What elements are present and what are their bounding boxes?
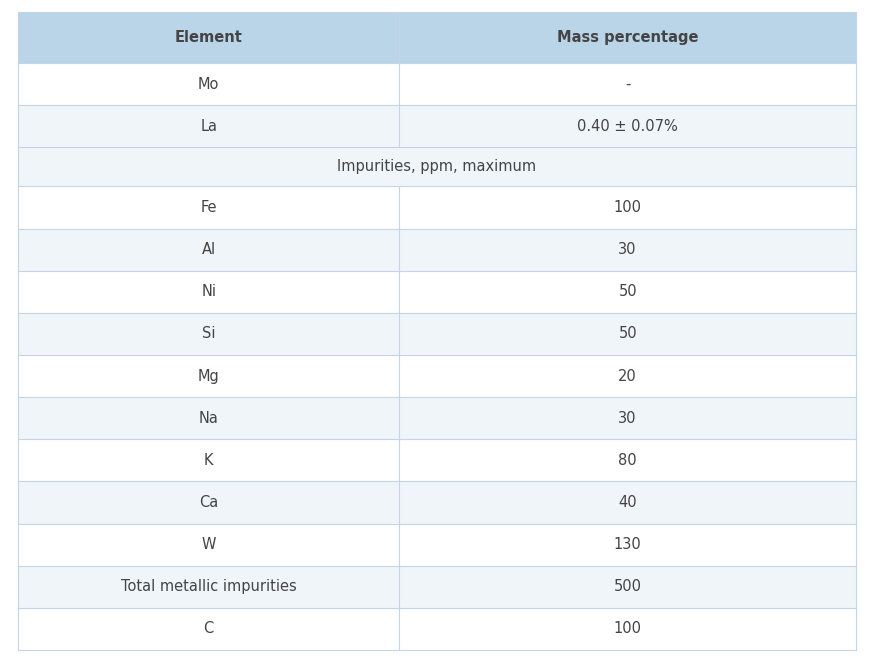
Bar (18, 524, 856, 566)
Text: Ca: Ca (199, 495, 218, 510)
Text: K: K (204, 453, 213, 468)
Text: Mo: Mo (198, 77, 219, 91)
Text: 50: 50 (618, 284, 637, 299)
Bar (18, 313, 856, 355)
Bar (18, 608, 856, 650)
Bar (18, 440, 856, 481)
Text: Si: Si (202, 326, 215, 342)
Text: 80: 80 (618, 453, 637, 468)
Bar (18, 147, 856, 187)
Bar (18, 481, 856, 524)
Text: -: - (625, 77, 630, 91)
Text: 20: 20 (618, 369, 637, 383)
Text: La: La (200, 118, 217, 134)
Text: 30: 30 (619, 242, 637, 257)
Bar (18, 187, 856, 228)
Text: Element: Element (175, 30, 243, 45)
Text: Ni: Ni (201, 284, 216, 299)
Text: W: W (201, 537, 216, 552)
Bar (18, 566, 856, 608)
Bar (18, 271, 856, 313)
Bar (18, 228, 856, 271)
Text: Mass percentage: Mass percentage (557, 30, 698, 45)
Bar (18, 12, 856, 63)
Bar (18, 63, 856, 105)
Text: Impurities, ppm, maximum: Impurities, ppm, maximum (337, 160, 537, 174)
Bar (18, 355, 856, 397)
Text: Total metallic impurities: Total metallic impurities (121, 579, 296, 594)
Text: 0.40 ± 0.07%: 0.40 ± 0.07% (577, 118, 678, 134)
Text: Fe: Fe (200, 200, 217, 215)
Bar (18, 105, 856, 147)
Text: 100: 100 (614, 200, 642, 215)
Text: Mg: Mg (198, 369, 219, 383)
Text: Na: Na (198, 410, 218, 426)
Text: Al: Al (202, 242, 216, 257)
Text: 100: 100 (614, 622, 642, 636)
Text: 50: 50 (618, 326, 637, 342)
Text: 500: 500 (614, 579, 642, 594)
Text: C: C (204, 622, 214, 636)
Text: 30: 30 (619, 410, 637, 426)
Text: 40: 40 (618, 495, 637, 510)
Text: 130: 130 (614, 537, 642, 552)
Bar (18, 397, 856, 440)
